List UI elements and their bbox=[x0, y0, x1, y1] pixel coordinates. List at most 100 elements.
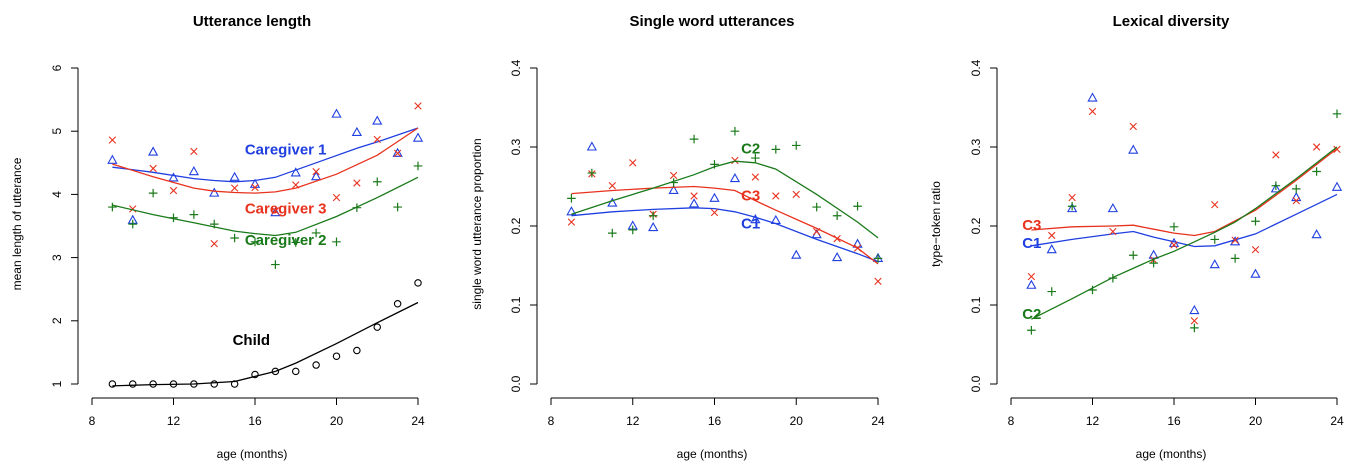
data-point bbox=[414, 279, 422, 287]
data-point bbox=[310, 171, 322, 181]
data-point bbox=[393, 202, 402, 212]
series-caregiver-2 bbox=[108, 161, 423, 269]
data-point bbox=[1067, 201, 1077, 211]
data-point bbox=[1088, 107, 1097, 116]
data-point bbox=[873, 254, 883, 263]
series-label: C1 bbox=[741, 215, 760, 232]
y-axis-label: mean length of utterance bbox=[10, 157, 24, 290]
series-label: Caregiver 1 bbox=[245, 142, 327, 159]
data-point bbox=[169, 380, 178, 388]
data-point bbox=[791, 249, 802, 259]
data-point bbox=[689, 134, 699, 144]
data-point bbox=[1189, 304, 1200, 315]
data-point bbox=[373, 323, 381, 331]
data-point bbox=[791, 141, 801, 150]
data-point bbox=[567, 218, 576, 226]
data-point bbox=[351, 126, 363, 137]
y-tick-label: 3 bbox=[50, 254, 64, 261]
data-point bbox=[230, 233, 239, 243]
data-point bbox=[669, 171, 678, 180]
data-point bbox=[189, 210, 199, 219]
data-point bbox=[770, 214, 781, 225]
y-tick-label: 0.3 bbox=[969, 138, 983, 155]
data-point bbox=[1190, 323, 1199, 333]
x-axis: 8 12 16 20 24 bbox=[89, 397, 425, 428]
y-axis-label: single word utterance proportion bbox=[470, 138, 484, 309]
smooth-line bbox=[571, 160, 879, 239]
y-tick-label: 6 bbox=[50, 64, 64, 71]
data-point bbox=[1312, 143, 1321, 151]
data-point bbox=[1048, 231, 1056, 240]
data-point bbox=[291, 367, 300, 376]
panel-lexical-diversity: Lexical diversity age (months) type−toke… bbox=[929, 13, 1344, 461]
data-point bbox=[1251, 216, 1260, 226]
data-point bbox=[710, 160, 719, 169]
x-axis-label: age (months) bbox=[217, 447, 288, 461]
x-axis: 8 12 16 20 24 bbox=[548, 397, 885, 428]
data-point bbox=[251, 183, 259, 192]
data-point bbox=[608, 182, 617, 190]
data-point bbox=[209, 219, 219, 229]
data-point bbox=[750, 214, 761, 224]
data-point bbox=[292, 181, 300, 189]
data-point bbox=[1292, 197, 1300, 205]
data-point bbox=[372, 115, 383, 125]
data-point bbox=[566, 206, 577, 216]
data-point bbox=[1128, 144, 1139, 154]
data-point bbox=[852, 238, 863, 248]
y-tick-label: 0.4 bbox=[509, 59, 523, 76]
data-point bbox=[853, 244, 862, 252]
x-axis: 8 12 16 20 24 bbox=[1008, 397, 1344, 428]
data-point bbox=[108, 380, 117, 388]
data-point bbox=[169, 186, 178, 195]
data-point bbox=[587, 168, 597, 178]
data-point bbox=[1271, 181, 1281, 191]
series-label: C3 bbox=[741, 188, 760, 205]
data-point bbox=[629, 159, 637, 167]
data-point bbox=[729, 172, 741, 183]
data-point bbox=[628, 225, 638, 235]
smooth-line bbox=[571, 207, 879, 263]
x-axis-label: age (months) bbox=[677, 447, 748, 461]
data-point bbox=[853, 201, 862, 211]
data-point bbox=[373, 135, 381, 144]
data-point bbox=[1027, 325, 1036, 335]
x-tick-label: 20 bbox=[1249, 414, 1263, 428]
x-tick-label: 16 bbox=[708, 414, 722, 428]
data-point bbox=[149, 164, 157, 173]
data-point bbox=[1169, 222, 1179, 232]
series-caregiver-1 bbox=[107, 108, 424, 224]
y-tick-label: 0.2 bbox=[969, 217, 983, 234]
data-point bbox=[128, 219, 138, 229]
x-tick-label: 24 bbox=[1330, 414, 1344, 428]
panel-title: Lexical diversity bbox=[1113, 13, 1230, 30]
data-point bbox=[291, 238, 301, 247]
data-point bbox=[353, 179, 361, 187]
data-point bbox=[812, 202, 821, 212]
data-point bbox=[648, 221, 659, 232]
smooth-line bbox=[571, 185, 879, 265]
smooth-line bbox=[112, 127, 419, 194]
x-tick-label: 24 bbox=[411, 414, 425, 428]
data-point bbox=[271, 207, 280, 215]
x-tick-label: 16 bbox=[248, 414, 262, 428]
series-label: Caregiver 3 bbox=[245, 200, 327, 217]
data-point bbox=[1209, 259, 1220, 269]
x-tick-label: 8 bbox=[89, 414, 96, 428]
y-axis: 0.0 0.1 0.2 0.3 0.4 bbox=[509, 59, 538, 392]
series-c3 bbox=[1027, 107, 1341, 325]
data-point bbox=[1128, 250, 1138, 260]
series-child bbox=[108, 279, 422, 388]
data-point bbox=[1251, 246, 1260, 254]
data-point bbox=[1291, 191, 1302, 202]
data-point bbox=[648, 211, 658, 221]
data-point bbox=[608, 228, 617, 238]
series-c2 bbox=[1027, 109, 1342, 335]
data-point bbox=[690, 192, 698, 200]
data-point bbox=[353, 346, 361, 355]
data-point bbox=[250, 237, 260, 247]
data-point bbox=[1170, 241, 1178, 249]
data-point bbox=[1027, 272, 1036, 281]
data-point bbox=[230, 380, 239, 388]
data-point bbox=[312, 361, 320, 369]
